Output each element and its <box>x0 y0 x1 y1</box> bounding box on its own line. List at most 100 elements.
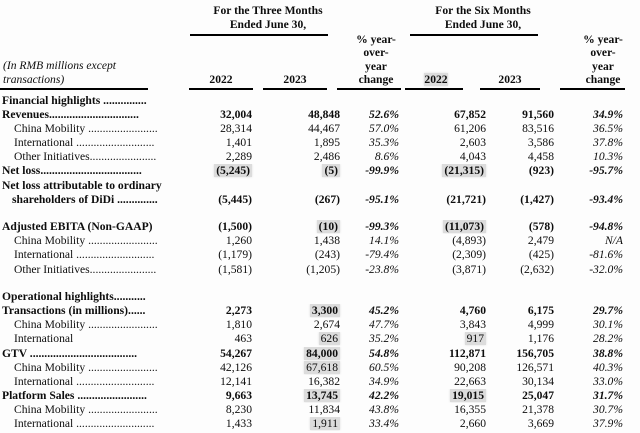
cell: 1,176 <box>527 332 554 346</box>
row-label: International ..........................… <box>14 136 155 150</box>
cell: 3,669 <box>527 416 554 430</box>
row-label: International ..........................… <box>14 374 155 388</box>
cell: 30.1% <box>593 318 623 332</box>
cell <box>186 290 256 304</box>
table-row: China Mobility ........................ 8… <box>0 403 640 417</box>
col-group-six-months-line2: Ended June 30, <box>444 18 522 31</box>
cell: 25,047 <box>522 388 554 402</box>
cell: 42,126 <box>220 360 252 374</box>
table-header: For the Three Months Ended June 30, For … <box>0 0 640 94</box>
cell-value-highlighted: (11,073) <box>443 220 486 234</box>
cell: 47.7% <box>369 318 399 332</box>
col-yoy-6m-underline <box>560 88 625 90</box>
cell: 1,433 <box>225 416 252 430</box>
financial-table: Financial highlights ............... Reve… <box>0 94 640 431</box>
year-header-6m-2022-text: 2022 <box>424 73 448 86</box>
cell: 8,230 <box>225 402 252 416</box>
cell: 36.5% <box>593 122 623 136</box>
cell: 84,000 <box>256 346 348 361</box>
row-label: China Mobility ........................ <box>14 402 158 416</box>
cell: 22,663 <box>454 374 486 388</box>
cell: (1,500) <box>218 220 252 234</box>
cell: 30.7% <box>593 402 623 416</box>
table-row: Revenues............................... 3… <box>0 108 640 122</box>
yoy-line: change <box>358 73 394 87</box>
cell: 44,467 <box>308 122 340 136</box>
cell: 90,208 <box>454 360 486 374</box>
row-label: Other Initiatives....................... <box>14 262 157 276</box>
spacer-row <box>0 207 640 221</box>
cell: 2,486 <box>313 150 340 164</box>
cell: 45.2% <box>369 304 399 318</box>
cell: 33.0% <box>593 374 623 388</box>
cell: (923) <box>528 164 554 178</box>
cell: 4,760 <box>459 304 486 318</box>
cell: 67,852 <box>454 108 486 122</box>
col-2023-3m-underline <box>263 88 327 90</box>
row-label: China Mobility ........................ <box>14 360 158 374</box>
col-2023-6m-underline <box>480 88 540 90</box>
table-row: Operational highlights........... <box>0 290 640 304</box>
cell-value-highlighted: 84,000 <box>304 346 340 360</box>
cell: 126,571 <box>516 360 554 374</box>
cell: 112,871 <box>448 346 486 360</box>
label-col-underline <box>0 88 148 90</box>
cell: (2,632) <box>520 262 554 276</box>
cell: 2,273 <box>225 304 252 318</box>
cell: 156,705 <box>516 346 554 360</box>
col-group-six-months: For the Six Months Ended June 30, <box>402 4 564 32</box>
cell <box>492 290 562 304</box>
cell: 42.2% <box>369 388 399 402</box>
cell: 1,401 <box>225 136 252 150</box>
cell: 1,911 <box>256 416 348 431</box>
yoy-line: year <box>592 59 614 73</box>
cell: -81.6% <box>589 248 623 262</box>
cell: 8.6% <box>374 150 399 164</box>
cell: 626 <box>256 332 348 346</box>
row-label: International ..........................… <box>14 416 155 430</box>
cell: 9,663 <box>225 388 252 402</box>
cell <box>348 290 405 304</box>
cell: 30,134 <box>522 374 554 388</box>
row-label: GTV ....................................… <box>2 346 138 360</box>
cell: (4,893) <box>452 234 486 248</box>
cell: 34.9% <box>593 108 623 122</box>
cell: -93.4% <box>589 192 623 206</box>
cell: (578) <box>528 220 554 234</box>
cell: 61,206 <box>454 122 486 136</box>
cell: (21,315) <box>405 164 492 178</box>
yoy-line: change <box>585 73 621 87</box>
year-header-6m-2023: 2023 <box>498 73 522 86</box>
row-label: China Mobility ........................ <box>14 234 158 248</box>
cell: 1,895 <box>313 136 340 150</box>
cell: 83,516 <box>522 122 554 136</box>
cell: 917 <box>405 332 492 346</box>
cell: (10) <box>256 220 348 234</box>
table-row: China Mobility ........................ 1… <box>0 318 640 332</box>
yoy-line: year <box>365 59 387 73</box>
yoy-line: over- <box>590 46 616 60</box>
yoy-line: % year- <box>583 33 623 46</box>
row-label: Platform Sales ........................ <box>2 388 147 402</box>
row-label: Net loss attributable to ordinary shareho… <box>0 179 186 207</box>
cell: 19,015 <box>405 388 492 403</box>
cell-value-highlighted: 3,300 <box>309 304 340 318</box>
yoy-change-header-three-months: % year- over- year change <box>340 33 412 87</box>
row-label: International ..........................… <box>14 248 155 262</box>
table-row: Other Initiatives.......................… <box>0 150 640 164</box>
cell-value-highlighted: 917 <box>464 332 486 346</box>
cell: 43.8% <box>369 402 399 416</box>
cell: -94.8% <box>589 220 623 234</box>
cell: (1,205) <box>306 262 340 276</box>
cell-value-highlighted: 19,015 <box>450 388 486 402</box>
cell: 2,289 <box>225 150 252 164</box>
cell: 2,479 <box>527 234 554 248</box>
cell: -99.9% <box>365 164 399 178</box>
cell: 38.8% <box>593 346 623 360</box>
cell: 12,141 <box>220 374 252 388</box>
col-group-three-months-line1: For the Three Months <box>213 4 323 17</box>
cell: 13,745 <box>256 388 348 403</box>
cell: 16,355 <box>454 402 486 416</box>
cell: 21,378 <box>522 402 554 416</box>
table-row: International ..........................… <box>0 416 640 431</box>
